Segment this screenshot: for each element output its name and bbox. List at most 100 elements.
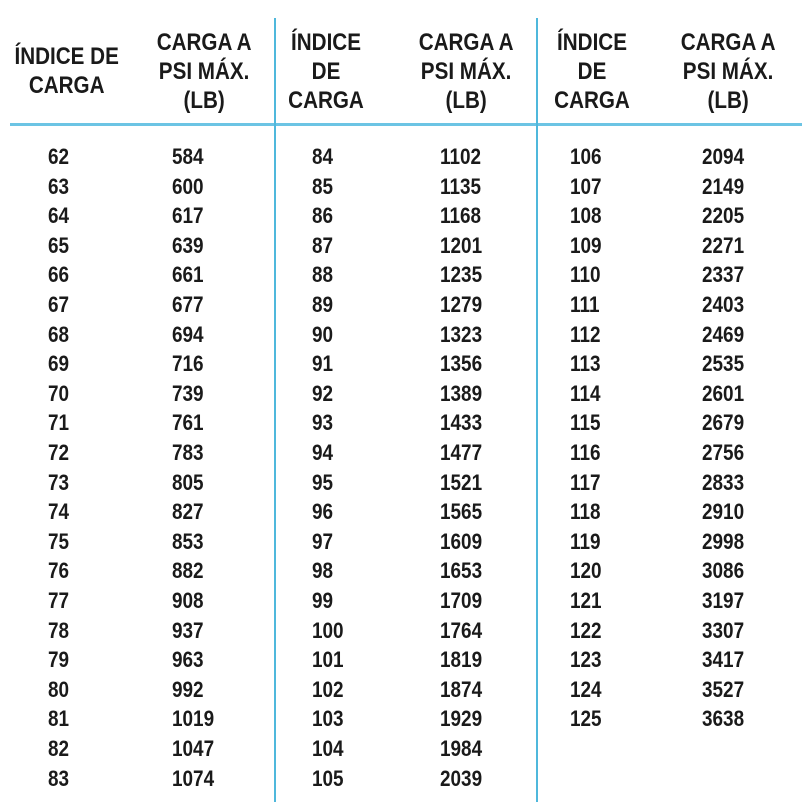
max-load-cell: 2271: [702, 232, 745, 258]
max-load-cell: 2833: [702, 469, 745, 495]
load-index-cell: 79: [48, 647, 70, 673]
max-load-cell: 2679: [702, 410, 745, 436]
load-index-cell: 72: [48, 440, 70, 465]
load-index-cell: 82: [48, 736, 70, 761]
load-index-cell: 123: [570, 647, 602, 673]
load-index-cell: 77: [48, 588, 70, 613]
max-load-cell: 1047: [172, 736, 215, 761]
load-index-cell: 125: [570, 706, 602, 732]
max-load-cell: 639: [172, 232, 204, 258]
load-index-cell: 118: [570, 499, 601, 525]
load-index-cell: 119: [570, 528, 601, 554]
load-index-cell: 70: [48, 380, 70, 406]
load-index-cell: 124: [570, 676, 602, 702]
load-index-cell: 69: [48, 351, 70, 377]
max-load-cell: 761: [172, 410, 204, 436]
max-load-cell: 584: [172, 144, 204, 169]
max-load-cell: 908: [172, 588, 204, 613]
max-load-cell: 1764: [440, 617, 483, 643]
load-index-cell: 105: [312, 765, 344, 791]
max-load-cell: 2149: [702, 173, 745, 199]
load-index-cell: 93: [312, 410, 334, 436]
max-load-cell: 2910: [702, 499, 745, 525]
max-load-cell: 600: [172, 173, 204, 199]
max-load-cell: 1235: [440, 262, 483, 288]
load-index-cell: 120: [570, 558, 602, 584]
load-index-cell: 81: [48, 706, 70, 732]
load-index-cell: 98: [312, 558, 334, 584]
max-load-cell: 617: [172, 203, 204, 229]
load-index-cell: 75: [48, 528, 70, 554]
load-index-cell: 71: [48, 410, 70, 436]
load-index-cell: 104: [312, 736, 344, 761]
load-header: CARGA A PSI MÁX. (LB): [680, 29, 776, 114]
load-index-cell: 108: [570, 203, 602, 229]
load-index-cell: 73: [48, 469, 70, 495]
max-load-cell: 1565: [440, 499, 483, 525]
max-load-cell: 2535: [702, 351, 745, 377]
max-load-cell: 1201: [440, 232, 483, 258]
load-index-cell: 96: [312, 499, 334, 525]
load-index-cell: 89: [312, 292, 334, 317]
load-index-cell: 113: [570, 351, 601, 377]
max-load-cell: 3197: [702, 588, 745, 613]
load-index-cell: 116: [570, 440, 601, 465]
max-load-cell: 882: [172, 558, 204, 584]
max-load-cell: 1323: [440, 321, 483, 347]
load-index-cell: 99: [312, 588, 334, 613]
load-index-cell: 84: [312, 144, 334, 169]
load-index-cell: 110: [570, 262, 601, 288]
load-index-cell: 102: [312, 676, 344, 702]
column-divider: [536, 18, 538, 802]
load-index-cell: 94: [312, 440, 334, 465]
max-load-cell: 2337: [702, 262, 745, 288]
max-load-cell: 1929: [440, 706, 483, 732]
load-index-cell: 90: [312, 321, 334, 347]
load-index-cell: 106: [570, 144, 602, 169]
load-index-cell: 86: [312, 203, 334, 229]
max-load-cell: 963: [172, 647, 204, 673]
load-index-cell: 76: [48, 558, 70, 584]
load-header: CARGA A PSI MÁX. (LB): [418, 29, 514, 114]
max-load-cell: 739: [172, 380, 204, 406]
load-index-cell: 66: [48, 262, 70, 288]
max-load-cell: 1279: [440, 292, 483, 317]
max-load-cell: 1102: [440, 144, 482, 169]
max-load-cell: 2756: [702, 440, 745, 465]
load-header: CARGA A PSI MÁX. (LB): [156, 29, 252, 114]
max-load-cell: 1819: [440, 647, 483, 673]
max-load-cell: 827: [172, 499, 204, 525]
max-load-cell: 1019: [172, 706, 215, 732]
max-load-cell: 1709: [440, 588, 483, 613]
index-header: ÍNDICE DE CARGA: [288, 29, 364, 114]
load-index-cell: 68: [48, 321, 70, 347]
max-load-cell: 1074: [172, 765, 215, 791]
max-load-cell: 1389: [440, 380, 483, 406]
max-load-cell: 677: [172, 292, 204, 317]
max-load-cell: 1984: [440, 736, 483, 761]
load-index-cell: 95: [312, 469, 334, 495]
load-index-cell: 92: [312, 380, 334, 406]
load-index-cell: 109: [570, 232, 602, 258]
max-load-cell: 2205: [702, 203, 745, 229]
load-index-cell: 122: [570, 617, 602, 643]
load-index-cell: 67: [48, 292, 70, 317]
load-index-cell: 63: [48, 173, 70, 199]
load-index-cell: 78: [48, 617, 70, 643]
load-index-cell: 100: [312, 617, 344, 643]
max-load-cell: 937: [172, 617, 204, 643]
load-index-cell: 111: [570, 292, 600, 317]
max-load-cell: 783: [172, 440, 204, 465]
load-index-cell: 83: [48, 765, 70, 791]
load-index-cell: 91: [312, 351, 334, 377]
max-load-cell: 2094: [702, 144, 745, 169]
load-index-cell: 62: [48, 144, 70, 169]
load-index-cell: 101: [312, 647, 344, 673]
index-header: ÍNDICE DE CARGA: [13, 43, 119, 99]
max-load-cell: 992: [172, 676, 204, 702]
index-header: ÍNDICE DE CARGA: [554, 29, 630, 114]
load-index-cell: 80: [48, 676, 70, 702]
max-load-cell: 1168: [440, 203, 482, 229]
max-load-cell: 3638: [702, 706, 745, 732]
load-index-cell: 87: [312, 232, 334, 258]
